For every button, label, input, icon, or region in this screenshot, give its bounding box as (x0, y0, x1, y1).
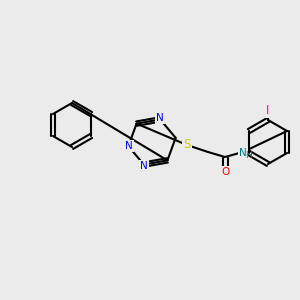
Text: N: N (140, 160, 148, 171)
Text: N: N (125, 141, 133, 151)
Text: I: I (266, 103, 270, 116)
Text: N: N (156, 113, 164, 123)
Text: S: S (183, 139, 191, 152)
Text: O: O (221, 167, 229, 177)
Text: N: N (239, 148, 247, 158)
Text: H: H (244, 152, 251, 160)
